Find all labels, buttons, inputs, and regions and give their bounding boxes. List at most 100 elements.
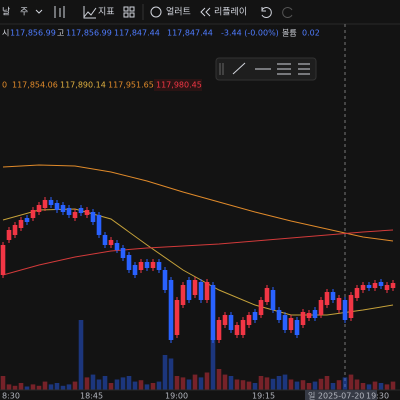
layout-icon[interactable] (129, 6, 135, 12)
time-label: 19:30 (366, 392, 389, 400)
volume-bar (348, 374, 354, 390)
candle-body (192, 280, 198, 295)
undo[interactable] (261, 7, 272, 18)
volume-bar (192, 374, 198, 390)
candle-body (150, 262, 156, 268)
volume-bar (42, 381, 48, 390)
candle-body (282, 315, 288, 330)
volume-bar (330, 383, 336, 390)
candle-body (186, 280, 192, 300)
candle-body (336, 298, 342, 310)
volume-bar (36, 385, 42, 390)
candle-body (138, 262, 144, 270)
volume-bar (78, 320, 84, 390)
volume-bar (366, 384, 372, 390)
trend-line-tool[interactable] (232, 62, 246, 75)
candle-body (144, 262, 150, 268)
replay-icon[interactable] (200, 7, 211, 17)
candle-body (42, 200, 48, 208)
chart-type-icon[interactable] (54, 6, 65, 18)
moving-average (2, 229, 394, 276)
candle-body (354, 288, 360, 298)
ma-value: 117,951.65 (108, 81, 154, 90)
candle-body (72, 212, 78, 218)
candle-body (342, 300, 348, 320)
indicator-icon[interactable] (83, 6, 97, 19)
candle-body (324, 292, 330, 305)
volume-bar (312, 381, 318, 390)
volume-bar (288, 379, 294, 390)
candle-body (240, 320, 246, 335)
interval2[interactable]: 주 (20, 7, 28, 18)
volume-bar (324, 376, 330, 390)
candle-body (246, 315, 252, 325)
candle-body (12, 225, 18, 235)
candle-body (318, 300, 324, 315)
drawing-tools (215, 57, 317, 81)
redo[interactable] (282, 7, 293, 18)
volume-bar (174, 376, 180, 390)
candle-body (102, 235, 108, 245)
volume-bar (282, 374, 288, 390)
volume-bar (216, 369, 222, 390)
candle-body (180, 285, 186, 305)
candle-body (126, 255, 132, 270)
layout-icon[interactable] (123, 12, 129, 18)
volume-bar (114, 379, 120, 390)
low: 117,847.44 (114, 29, 160, 38)
volume-bar (18, 383, 24, 390)
layout-icon[interactable] (129, 12, 135, 18)
alert-icon[interactable] (150, 6, 162, 18)
candle-body (6, 230, 12, 240)
candle-body (252, 312, 258, 320)
volume-bar (210, 337, 216, 390)
layout-icon[interactable] (123, 6, 129, 12)
volume-bar (384, 384, 390, 390)
volume-bar (84, 377, 90, 390)
replay[interactable]: 리플레이 (214, 7, 247, 18)
volume-bar (180, 377, 186, 390)
ma-prefix: 0 (2, 81, 7, 90)
volume-bar (24, 386, 30, 390)
volume-bar (300, 380, 306, 390)
volume-bar (54, 383, 60, 390)
candle-body (216, 320, 222, 340)
parallel-tool[interactable] (277, 63, 291, 75)
volume-bar (372, 381, 378, 390)
candle-body (54, 203, 60, 210)
candle-body (48, 200, 54, 205)
candle-body (294, 320, 300, 335)
dropdown[interactable] (35, 9, 43, 14)
volume-bar (66, 384, 72, 390)
candle-body (288, 318, 294, 330)
candle-body (210, 285, 216, 340)
volume-bar (12, 385, 18, 390)
candle-body (204, 282, 210, 300)
close: 117,847.44 (167, 29, 213, 38)
candle-body (0, 245, 6, 275)
volume-bar (294, 381, 300, 390)
open-label: 시 (2, 29, 9, 38)
candle-body (234, 325, 240, 335)
interval[interactable]: 날 (2, 7, 10, 18)
volume-bar (378, 383, 384, 390)
fib-tool[interactable] (298, 63, 310, 75)
volume-bar (132, 381, 138, 390)
candle-body (270, 290, 276, 310)
volume: 0.02 (302, 29, 320, 38)
volume-bar (270, 378, 276, 390)
candle-body (156, 262, 162, 270)
drag-handle[interactable] (219, 63, 224, 75)
candle-body (366, 285, 372, 288)
candle-body (18, 220, 24, 228)
volume-bar (162, 355, 168, 390)
indicators[interactable]: 지표 (98, 7, 115, 18)
volume-bar (234, 379, 240, 390)
volume-bar (120, 377, 126, 390)
ma-highlight (154, 79, 202, 91)
volume-bar (390, 381, 396, 390)
volume-bar (6, 384, 12, 390)
ma-legend: 0 117,854.06 117,890.14 117,951.65 117,9… (2, 79, 202, 91)
alerts[interactable]: 얼러트 (166, 7, 191, 18)
